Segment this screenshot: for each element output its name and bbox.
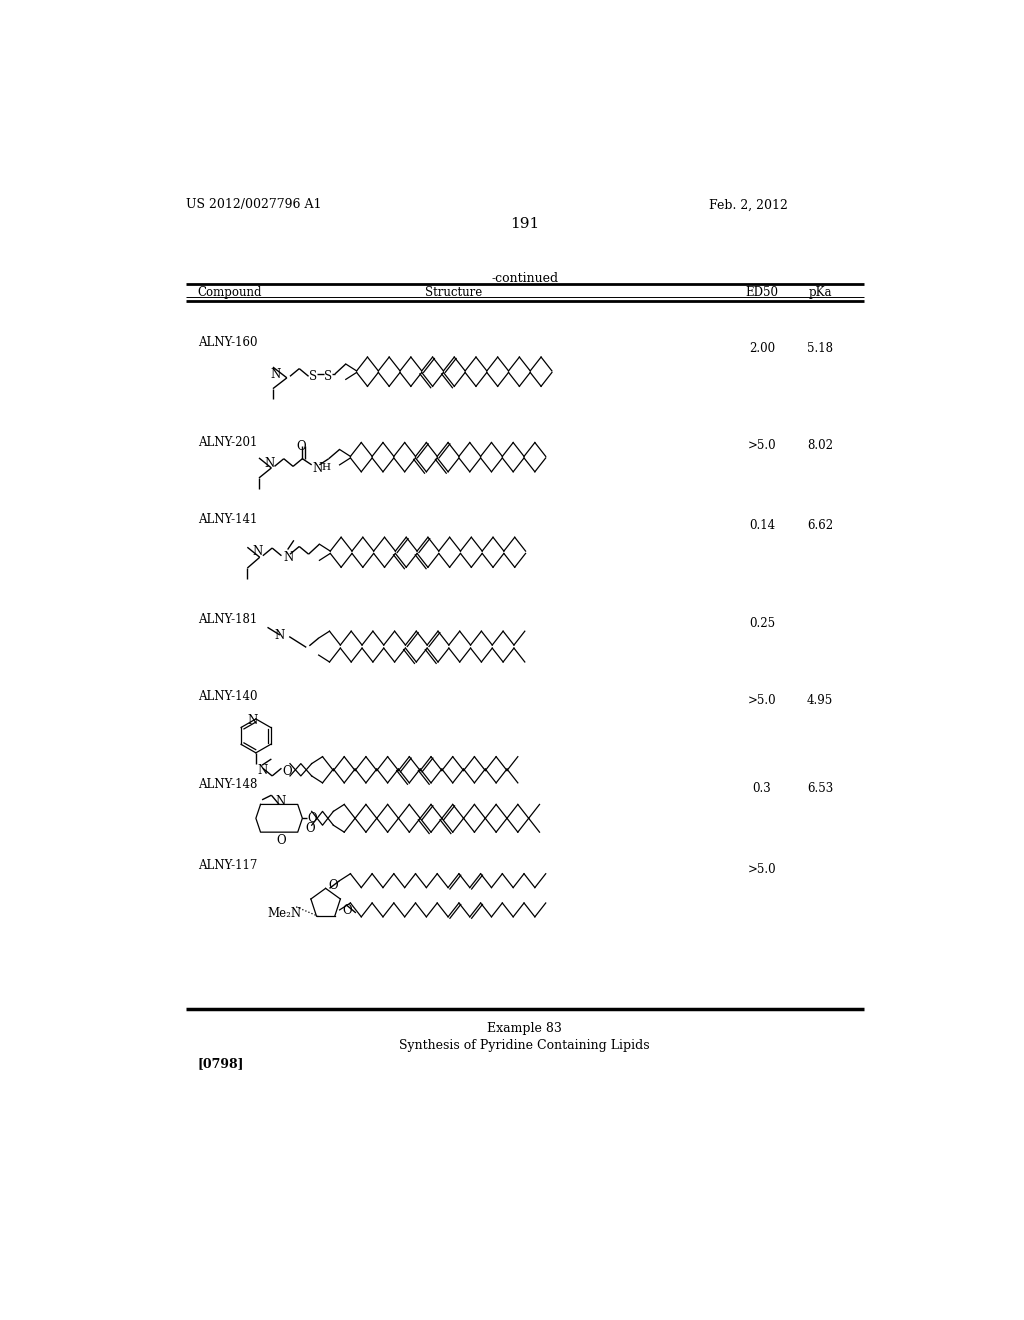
Text: O: O bbox=[343, 904, 352, 916]
Text: N: N bbox=[274, 628, 285, 642]
Text: 0.14: 0.14 bbox=[749, 519, 775, 532]
Text: Structure: Structure bbox=[425, 286, 482, 300]
Text: N: N bbox=[257, 763, 267, 776]
Text: N: N bbox=[271, 367, 282, 380]
Text: Feb. 2, 2012: Feb. 2, 2012 bbox=[710, 198, 788, 211]
Text: 0.25: 0.25 bbox=[749, 616, 775, 630]
Text: >5.0: >5.0 bbox=[748, 693, 776, 706]
Text: ALNY-140: ALNY-140 bbox=[198, 689, 257, 702]
Text: O: O bbox=[297, 441, 306, 453]
Text: ALNY-181: ALNY-181 bbox=[198, 612, 257, 626]
Text: N: N bbox=[312, 462, 323, 475]
Text: S: S bbox=[324, 370, 332, 383]
Text: Me₂N: Me₂N bbox=[267, 907, 302, 920]
Text: O: O bbox=[307, 812, 316, 825]
Text: H: H bbox=[321, 463, 330, 473]
Text: [0798]: [0798] bbox=[198, 1057, 245, 1071]
Text: 8.02: 8.02 bbox=[807, 440, 834, 453]
Text: >5.0: >5.0 bbox=[748, 863, 776, 876]
Text: ALNY-201: ALNY-201 bbox=[198, 436, 257, 449]
Text: S: S bbox=[309, 370, 317, 383]
Text: N: N bbox=[264, 457, 274, 470]
Text: 2.00: 2.00 bbox=[749, 342, 775, 355]
Text: 0.3: 0.3 bbox=[753, 781, 771, 795]
Text: ALNY-117: ALNY-117 bbox=[198, 859, 257, 873]
Text: Example 83: Example 83 bbox=[487, 1022, 562, 1035]
Text: 191: 191 bbox=[510, 216, 540, 231]
Text: O: O bbox=[305, 822, 315, 836]
Text: Compound: Compound bbox=[198, 286, 262, 300]
Text: 6.53: 6.53 bbox=[807, 781, 834, 795]
Text: ALNY-148: ALNY-148 bbox=[198, 779, 257, 791]
Text: ALNY-141: ALNY-141 bbox=[198, 512, 257, 525]
Text: -continued: -continued bbox=[492, 272, 558, 285]
Text: 5.18: 5.18 bbox=[807, 342, 834, 355]
Text: Synthesis of Pyridine Containing Lipids: Synthesis of Pyridine Containing Lipids bbox=[399, 1039, 650, 1052]
Text: 4.95: 4.95 bbox=[807, 693, 834, 706]
Text: O: O bbox=[283, 766, 292, 779]
Text: N: N bbox=[252, 545, 262, 558]
Text: N: N bbox=[283, 552, 293, 564]
Text: N: N bbox=[248, 714, 258, 727]
Text: >5.0: >5.0 bbox=[748, 440, 776, 453]
Text: 6.62: 6.62 bbox=[807, 519, 834, 532]
Text: US 2012/0027796 A1: US 2012/0027796 A1 bbox=[186, 198, 322, 211]
Text: ED50: ED50 bbox=[745, 286, 778, 300]
Text: ALNY-160: ALNY-160 bbox=[198, 335, 257, 348]
Text: O: O bbox=[276, 834, 286, 847]
Text: N: N bbox=[275, 795, 286, 808]
Text: pKa: pKa bbox=[808, 286, 831, 300]
Text: O: O bbox=[328, 879, 338, 892]
